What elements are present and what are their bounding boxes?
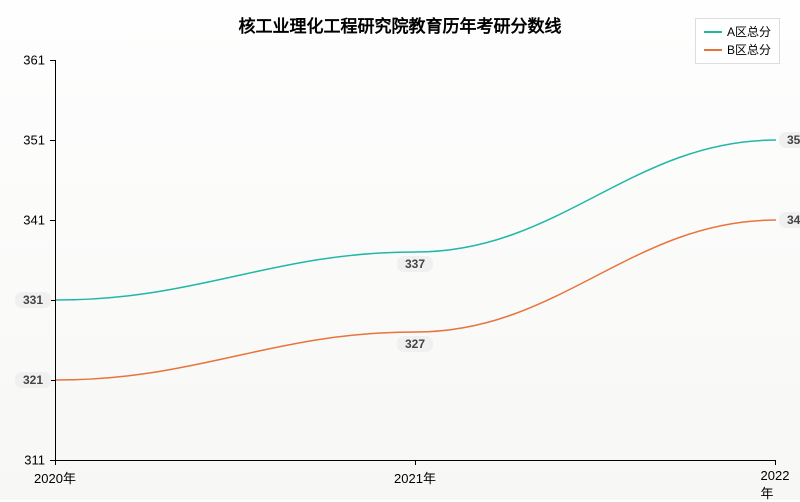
point-label: 337 bbox=[397, 256, 433, 272]
x-tick-label: 2021年 bbox=[394, 468, 436, 487]
legend-item-a: A区总分 bbox=[704, 23, 771, 41]
chart-container: 核工业理化工程研究院教育历年考研分数线 A区总分 B区总分 311 321 331 3… bbox=[0, 0, 800, 500]
y-tick-label: 341 bbox=[0, 213, 45, 228]
legend-item-b: B区总分 bbox=[704, 41, 771, 59]
legend: A区总分 B区总分 bbox=[695, 18, 780, 64]
legend-label-a: A区总分 bbox=[727, 23, 771, 41]
point-label: 331 bbox=[15, 292, 51, 308]
legend-label-b: B区总分 bbox=[727, 41, 771, 59]
legend-swatch-a bbox=[704, 31, 722, 33]
x-tick-mark bbox=[775, 460, 776, 465]
series-line bbox=[56, 140, 776, 300]
y-tick-label: 351 bbox=[0, 133, 45, 148]
y-tick-label: 311 bbox=[0, 453, 45, 468]
x-tick-label: 2022年 bbox=[761, 468, 790, 502]
x-tick-mark bbox=[415, 460, 416, 465]
x-tick-mark bbox=[55, 460, 56, 465]
x-tick-label: 2020年 bbox=[34, 468, 76, 487]
point-label: 327 bbox=[397, 336, 433, 352]
point-label: 341 bbox=[779, 212, 800, 228]
y-tick-mark bbox=[50, 140, 55, 141]
chart-title: 核工业理化工程研究院教育历年考研分数线 bbox=[0, 12, 800, 37]
point-label: 321 bbox=[15, 372, 51, 388]
y-tick-mark bbox=[50, 220, 55, 221]
y-tick-mark bbox=[50, 60, 55, 61]
point-label: 351 bbox=[779, 132, 800, 148]
y-tick-label: 361 bbox=[0, 53, 45, 68]
legend-swatch-b bbox=[704, 49, 722, 51]
series-line bbox=[56, 220, 776, 380]
